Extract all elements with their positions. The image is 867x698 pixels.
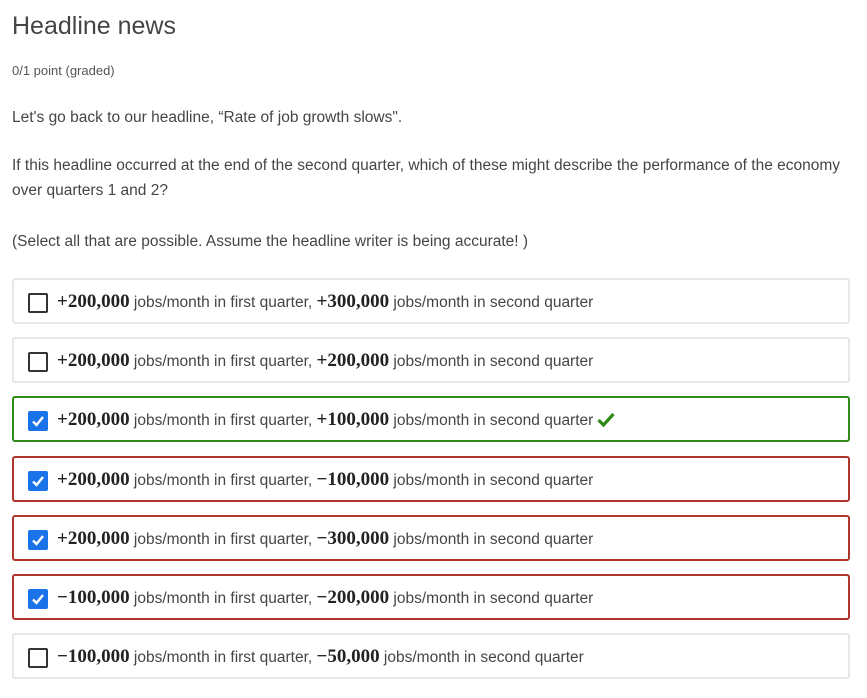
second-quarter-text: jobs/month in second quarter xyxy=(389,353,594,370)
first-quarter-text: jobs/month in first quarter, xyxy=(129,531,317,548)
second-quarter-text: jobs/month in second quarter xyxy=(389,472,594,489)
checkbox[interactable] xyxy=(28,293,48,313)
checkmark-icon xyxy=(32,416,44,427)
choice-option[interactable]: +200,000 jobs/month in first quarter, +3… xyxy=(12,278,850,324)
q1-value: +200,000 xyxy=(57,469,130,490)
first-quarter-text: jobs/month in first quarter, xyxy=(129,412,317,429)
question-text: If this headline occurred at the end of … xyxy=(12,157,841,199)
checkmark-icon xyxy=(32,476,44,487)
second-quarter-text: jobs/month in second quarter xyxy=(389,590,594,607)
checkbox[interactable] xyxy=(28,648,48,668)
q2-value: +300,000 xyxy=(316,291,390,312)
choice-label: +200,000 jobs/month in first quarter, +1… xyxy=(57,409,615,431)
correct-check-icon xyxy=(597,412,615,427)
choice-label: −100,000 jobs/month in first quarter, −2… xyxy=(57,587,593,609)
q2-value: −50,000 xyxy=(316,646,380,667)
q1-value: +200,000 xyxy=(57,350,130,371)
first-quarter-text: jobs/month in first quarter, xyxy=(129,294,317,311)
q2-value: +100,000 xyxy=(316,409,390,430)
checkbox[interactable] xyxy=(28,530,48,550)
first-quarter-text: jobs/month in first quarter, xyxy=(129,353,317,370)
checkmark-icon xyxy=(32,535,44,546)
choice-label: +200,000 jobs/month in first quarter, −1… xyxy=(57,469,593,491)
instruction-text: (Select all that are possible. Assume th… xyxy=(12,233,529,250)
points-label: 0/1 point (graded) xyxy=(12,63,115,78)
choice-label: +200,000 jobs/month in first quarter, +2… xyxy=(57,350,593,372)
q1-value: +200,000 xyxy=(57,528,130,549)
checkbox[interactable] xyxy=(28,411,48,431)
second-quarter-text: jobs/month in second quarter xyxy=(379,649,584,666)
q1-value: −100,000 xyxy=(57,587,130,608)
first-quarter-text: jobs/month in first quarter, xyxy=(129,590,317,607)
q1-value: +200,000 xyxy=(57,409,130,430)
checkbox[interactable] xyxy=(28,352,48,372)
checkbox[interactable] xyxy=(28,471,48,491)
choice-option[interactable]: −100,000 jobs/month in first quarter, −5… xyxy=(12,633,850,679)
q1-value: −100,000 xyxy=(57,646,130,667)
intro-text: Let's go back to our headline, “Rate of … xyxy=(12,109,403,126)
choice-option[interactable]: +200,000 jobs/month in first quarter, −3… xyxy=(12,515,850,561)
checkmark-icon xyxy=(32,594,44,605)
choice-option[interactable]: +200,000 jobs/month in first quarter, +2… xyxy=(12,337,850,383)
choice-option[interactable]: −100,000 jobs/month in first quarter, −2… xyxy=(12,574,850,620)
second-quarter-text: jobs/month in second quarter xyxy=(389,294,594,311)
q2-value: −100,000 xyxy=(316,469,390,490)
q2-value: +200,000 xyxy=(316,350,390,371)
q1-value: +200,000 xyxy=(57,291,130,312)
q2-value: −200,000 xyxy=(316,587,390,608)
first-quarter-text: jobs/month in first quarter, xyxy=(129,472,317,489)
choice-label: +200,000 jobs/month in first quarter, +3… xyxy=(57,291,593,313)
choice-label: +200,000 jobs/month in first quarter, −3… xyxy=(57,528,593,550)
choice-option[interactable]: +200,000 jobs/month in first quarter, −1… xyxy=(12,456,850,502)
problem-title: Headline news xyxy=(12,12,176,40)
first-quarter-text: jobs/month in first quarter, xyxy=(129,649,317,666)
checkbox[interactable] xyxy=(28,589,48,609)
choice-option[interactable]: +200,000 jobs/month in first quarter, +1… xyxy=(12,396,850,442)
second-quarter-text: jobs/month in second quarter xyxy=(389,531,594,548)
choice-label: −100,000 jobs/month in first quarter, −5… xyxy=(57,646,584,668)
q2-value: −300,000 xyxy=(316,528,390,549)
second-quarter-text: jobs/month in second quarter xyxy=(389,412,594,429)
